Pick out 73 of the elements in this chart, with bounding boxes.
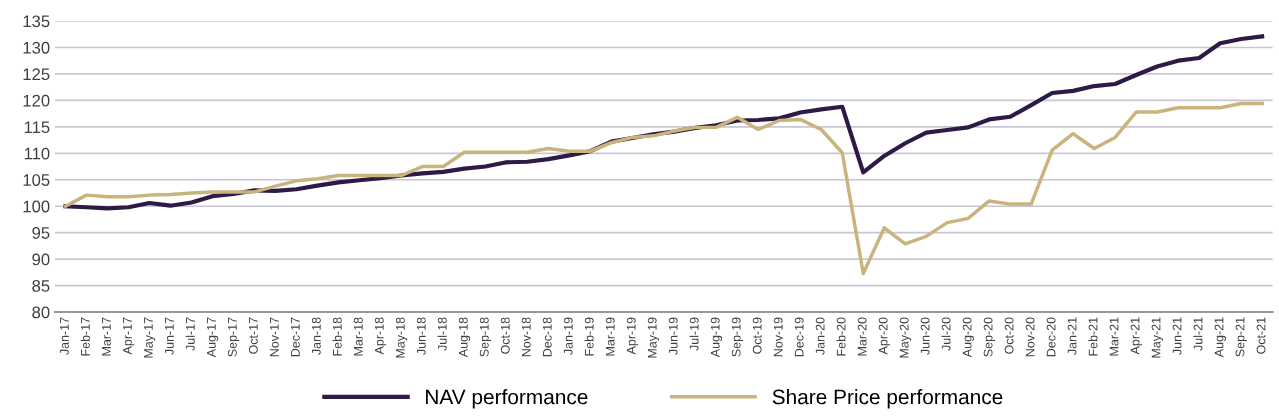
x-tick-label: Aug-21 (1214, 317, 1226, 358)
y-tick-label: 95 (32, 227, 50, 239)
x-tick-label: Dec-19 (794, 317, 804, 357)
x-tick-label: Dec-17 (291, 317, 300, 357)
x-tick-label: Jun-18 (416, 317, 426, 355)
x-tick-label: Mar-18 (353, 317, 363, 356)
line-series (63, 101, 1264, 276)
x-tick-label: Jan-18 (311, 317, 321, 355)
x-tick-label: Apr-19 (626, 317, 639, 355)
legend-label: Share Price performance (772, 389, 1003, 409)
x-tick-label: Jul-20 (941, 317, 951, 351)
x-tick-label: Aug-18 (458, 317, 471, 358)
x-tick-label: Feb-21 (1088, 317, 1098, 356)
x-tick-label: Oct-18 (500, 317, 510, 354)
x-tick-label: May-20 (899, 317, 912, 358)
x-tick-label: Mar-20 (857, 317, 867, 356)
x-tick-label: Aug-20 (962, 317, 975, 358)
x-tick-label: Jul-17 (185, 317, 195, 351)
x-tick-label: May-19 (647, 317, 660, 358)
x-tick-label: Sep-21 (1235, 317, 1247, 357)
x-tick-label: Apr-21 (1130, 317, 1142, 355)
y-tick-label: 110 (24, 147, 50, 160)
x-tick-label: Dec-18 (542, 317, 552, 357)
x-tick-label: Mar-21 (1109, 317, 1119, 356)
x-tick-label: Nov-20 (1025, 317, 1035, 357)
y-tick-label: 120 (23, 94, 50, 107)
y-tick-label: 130 (23, 41, 50, 54)
x-tick-label: Apr-18 (374, 317, 387, 355)
x-tick-label: Nov-19 (773, 317, 783, 357)
x-tick-label: May-18 (395, 317, 408, 358)
x-tick-label: Jun-19 (668, 317, 678, 355)
x-tick-label: Feb-20 (836, 317, 846, 356)
x-tick-label: Feb-19 (584, 317, 594, 356)
x-tick-label: Jan-19 (563, 317, 573, 355)
x-tick-label: Jul-18 (437, 317, 447, 351)
x-tick-label: Nov-18 (521, 317, 531, 357)
x-tick-label: May-17 (144, 317, 156, 358)
x-tick-label: May-21 (1151, 317, 1163, 358)
x-tick-label: Apr-20 (878, 317, 891, 355)
y-tick-label: 85 (32, 280, 50, 292)
x-tick-label: Mar-19 (605, 317, 615, 356)
y-tick-label: 105 (23, 174, 50, 186)
y-tick-label: 80 (32, 306, 50, 319)
y-tick-label: 90 (32, 253, 50, 266)
x-tick-label: Dec-20 (1046, 317, 1056, 357)
x-tick-label: Feb-18 (332, 317, 342, 356)
x-tick-label: Jan-17 (60, 317, 69, 355)
x-tick-label: Apr-17 (123, 317, 135, 355)
x-tick-label: Jan-20 (815, 317, 825, 355)
x-tick-label: Oct-17 (248, 317, 258, 354)
x-tick-label: Oct-19 (752, 317, 762, 354)
x-tick-label: Sep-19 (731, 317, 744, 357)
x-tick-label: Feb-17 (80, 317, 90, 356)
x-tick-label: Jun-21 (1172, 317, 1182, 355)
x-tick-label: Sep-18 (479, 317, 492, 357)
y-tick-label: 115 (24, 121, 50, 134)
x-tick-label: Jan-21 (1067, 317, 1077, 355)
x-tick-label: Jul-19 (689, 317, 699, 351)
legend-label: NAV performance (426, 389, 588, 409)
x-tick-label: Oct-21 (1256, 317, 1266, 354)
y-tick-label: 125 (23, 68, 50, 81)
y-tick-label: 135 (23, 15, 50, 28)
x-tick-label: Aug-19 (710, 317, 723, 358)
x-tick-label: Oct-20 (1004, 317, 1014, 354)
x-tick-label: Jul-21 (1193, 317, 1203, 351)
x-tick-label: Jun-20 (920, 317, 930, 355)
x-tick-label: Mar-17 (102, 317, 111, 356)
y-tick-label: 100 (23, 200, 50, 213)
x-tick-label: Sep-17 (227, 317, 240, 357)
x-tick-label: Jun-17 (165, 317, 174, 355)
x-tick-label: Aug-17 (207, 317, 219, 358)
x-tick-label: Sep-20 (983, 317, 996, 357)
x-tick-label: Nov-17 (270, 317, 279, 357)
